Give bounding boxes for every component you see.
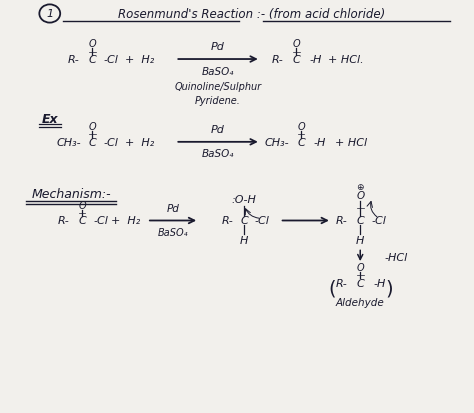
Text: -Cl: -Cl xyxy=(104,138,119,147)
Text: C: C xyxy=(292,55,300,65)
Text: C: C xyxy=(89,55,96,65)
Text: C: C xyxy=(89,138,96,147)
Text: ): ) xyxy=(386,278,393,297)
Text: C: C xyxy=(356,216,364,226)
Text: Pyridene.: Pyridene. xyxy=(195,95,241,105)
Text: BaSO₄: BaSO₄ xyxy=(158,227,188,237)
Text: -H: -H xyxy=(314,138,326,147)
Text: BaSO₄: BaSO₄ xyxy=(202,149,234,159)
Text: (: ( xyxy=(328,278,336,297)
Text: -Cl: -Cl xyxy=(254,216,269,226)
Text: R-: R- xyxy=(58,216,70,226)
Text: O: O xyxy=(356,262,364,272)
Text: H: H xyxy=(356,235,365,245)
Text: CH₃-: CH₃- xyxy=(265,138,290,147)
Text: O: O xyxy=(89,122,96,132)
Text: + HCl: + HCl xyxy=(335,138,367,147)
Text: H: H xyxy=(240,235,248,245)
Text: R-: R- xyxy=(336,278,347,288)
Text: +  H₂: + H₂ xyxy=(125,55,155,65)
Text: C: C xyxy=(78,216,86,226)
Text: Pd: Pd xyxy=(166,204,180,214)
Text: Pd: Pd xyxy=(211,42,225,52)
Text: -HCl: -HCl xyxy=(384,252,408,262)
Text: Ex: Ex xyxy=(41,112,58,126)
Text: O: O xyxy=(356,190,365,200)
Text: R-: R- xyxy=(68,55,79,65)
Text: R-: R- xyxy=(222,216,233,226)
Text: -Cl: -Cl xyxy=(104,55,119,65)
Text: C: C xyxy=(240,216,248,226)
Text: C: C xyxy=(297,138,305,147)
Text: +  H₂: + H₂ xyxy=(125,138,155,147)
Text: -Cl: -Cl xyxy=(93,216,108,226)
Text: Pd: Pd xyxy=(211,124,225,134)
Text: + HCl.: + HCl. xyxy=(328,55,364,65)
Text: Rosenmund's Reaction :- (from acid chloride): Rosenmund's Reaction :- (from acid chlor… xyxy=(118,8,385,21)
Text: -H: -H xyxy=(309,55,321,65)
Text: -Cl: -Cl xyxy=(372,216,387,226)
Text: R-: R- xyxy=(272,55,283,65)
Text: ⊕: ⊕ xyxy=(356,183,364,192)
Text: R-: R- xyxy=(336,216,347,226)
Text: O: O xyxy=(78,200,86,210)
Text: Mechanism:-: Mechanism:- xyxy=(31,188,111,201)
Text: :O-H: :O-H xyxy=(232,195,256,204)
Text: O: O xyxy=(297,122,305,132)
Text: +  H₂: + H₂ xyxy=(111,216,140,226)
Text: O: O xyxy=(89,39,96,49)
Text: C: C xyxy=(356,278,364,288)
Text: Quinoline/Sulphur: Quinoline/Sulphur xyxy=(174,82,262,92)
Text: BaSO₄: BaSO₄ xyxy=(202,66,234,76)
Text: -H: -H xyxy=(373,278,385,288)
Text: Aldehyde: Aldehyde xyxy=(336,298,384,308)
Text: CH₃-: CH₃- xyxy=(56,138,81,147)
Text: O: O xyxy=(292,39,300,49)
Text: 1: 1 xyxy=(46,9,54,19)
